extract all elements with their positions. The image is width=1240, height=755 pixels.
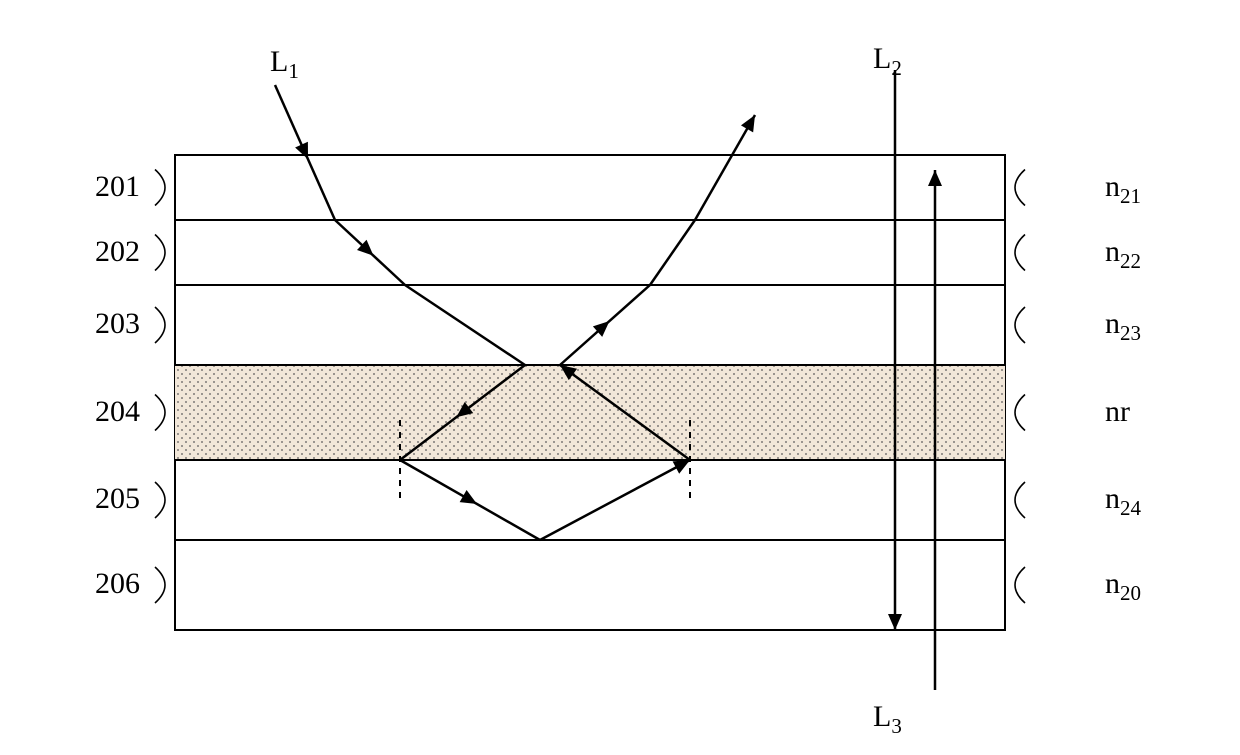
layer-id-202: 202 xyxy=(95,235,140,269)
ray-label-L2: L2 xyxy=(873,42,902,81)
ray-label-L1: L1 xyxy=(270,45,299,84)
layer-id-201: 201 xyxy=(95,170,140,204)
ray-label-L3: L3 xyxy=(873,700,902,739)
diagram-svg xyxy=(0,0,1240,755)
diagram-stage: 201 n21 202 n22 203 n23 204 nr 205 n24 206 n20 L1 L2 L… xyxy=(0,0,1240,755)
layer-id-203: 203 xyxy=(95,307,140,341)
index-n22: n22 xyxy=(1105,235,1141,274)
index-nr: nr xyxy=(1105,395,1130,429)
layer-id-204: 204 xyxy=(95,395,140,429)
index-n21: n21 xyxy=(1105,170,1141,209)
index-n20: n20 xyxy=(1105,567,1141,606)
index-n24: n24 xyxy=(1105,482,1141,521)
index-n23: n23 xyxy=(1105,307,1141,346)
layer-id-206: 206 xyxy=(95,567,140,601)
layer-id-205: 205 xyxy=(95,482,140,516)
